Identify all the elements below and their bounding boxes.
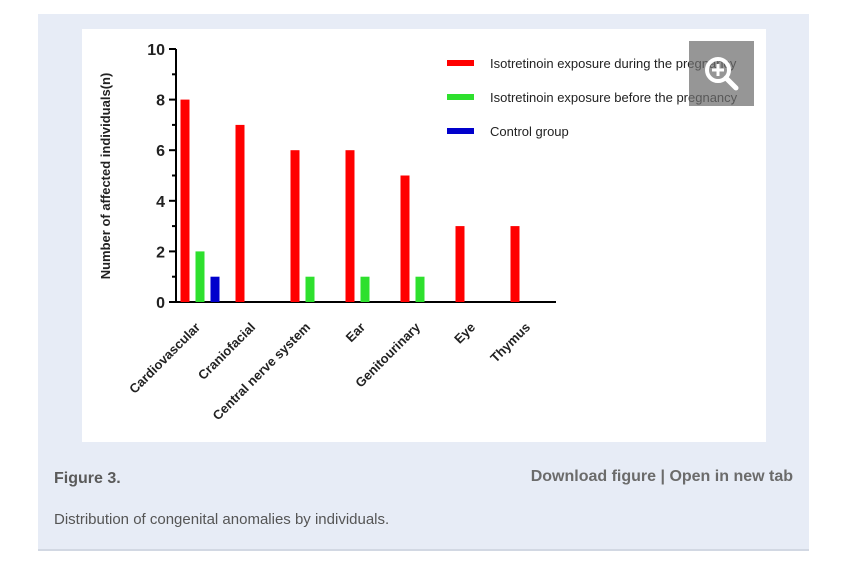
bar — [180, 99, 190, 302]
bar — [195, 251, 205, 302]
panel-divider — [38, 549, 809, 551]
x-tick-label: Cardiovascular — [126, 320, 203, 397]
legend-swatch — [447, 128, 474, 134]
bar — [455, 226, 465, 302]
x-tick-label: Ear — [343, 320, 368, 345]
x-tick-label: Thymus — [487, 320, 533, 366]
figure-image[interactable] — [82, 29, 766, 442]
bar — [290, 150, 300, 302]
bar — [305, 276, 315, 302]
bar — [235, 124, 245, 303]
zoom-button[interactable] — [689, 41, 754, 106]
chart-legend: Isotretinoin exposure during the pregnan… — [447, 56, 738, 139]
legend-label: Isotretinoin exposure before the pregnan… — [490, 90, 738, 105]
y-tick-label: 2 — [156, 244, 165, 261]
bar — [400, 175, 410, 302]
links-separator: | — [660, 468, 665, 485]
y-tick-label: 8 — [156, 93, 165, 110]
x-tick-label: Central nerve system — [210, 320, 314, 424]
zoom-in-icon — [705, 57, 739, 91]
legend-swatch — [447, 60, 474, 66]
bar — [210, 276, 220, 302]
x-tick-label: Eye — [451, 320, 478, 347]
bar — [345, 150, 355, 302]
y-axis-label: Number of affected individuals(n) — [98, 73, 113, 280]
figure-label: Figure 3. — [54, 470, 121, 487]
download-figure-link[interactable]: Download figure — [530, 468, 657, 485]
figure-caption: Distribution of congenital anomalies by … — [54, 511, 390, 528]
legend-label: Isotretinoin exposure during the pregnan… — [490, 56, 737, 71]
open-new-tab-link[interactable]: Open in new tab — [669, 468, 793, 485]
bar — [510, 226, 520, 302]
y-tick-label: 0 — [156, 295, 165, 312]
bar — [415, 276, 425, 302]
y-tick-label: 6 — [156, 143, 165, 160]
chart-bars — [180, 99, 520, 303]
legend-label: Control group — [490, 124, 569, 139]
legend-swatch — [447, 94, 474, 100]
y-tick-label: 10 — [147, 42, 165, 59]
y-tick-label: 4 — [156, 194, 165, 211]
bar — [360, 276, 370, 302]
figure-links: Download figure | Open in new tab — [531, 468, 793, 486]
